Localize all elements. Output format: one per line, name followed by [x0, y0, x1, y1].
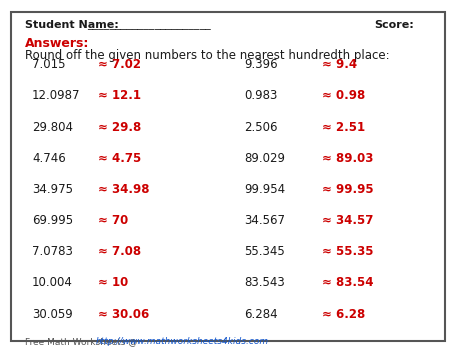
Text: ≈ 83.54: ≈ 83.54: [322, 277, 374, 289]
Text: Answers:: Answers:: [25, 37, 90, 50]
Text: Score:: Score:: [374, 20, 414, 29]
Text: ≈ 6.28: ≈ 6.28: [322, 308, 365, 321]
Text: ≈ 9.4: ≈ 9.4: [322, 58, 357, 71]
Text: 6.284: 6.284: [244, 308, 278, 321]
Text: ≈ 34.57: ≈ 34.57: [322, 214, 373, 227]
Text: ≈ 55.35: ≈ 55.35: [322, 245, 374, 258]
Text: ≈ 30.06: ≈ 30.06: [98, 308, 149, 321]
Text: 7.015: 7.015: [32, 58, 65, 71]
Text: ≈ 70: ≈ 70: [98, 214, 128, 227]
Text: ≈ 99.95: ≈ 99.95: [322, 183, 374, 196]
Text: ≈ 29.8: ≈ 29.8: [98, 120, 141, 133]
Text: http://www.mathworksheets4kids.com: http://www.mathworksheets4kids.com: [96, 337, 269, 346]
Text: ≈ 34.98: ≈ 34.98: [98, 183, 150, 196]
Text: 7.0783: 7.0783: [32, 245, 73, 258]
Text: 29.804: 29.804: [32, 120, 73, 133]
Text: 55.345: 55.345: [244, 245, 285, 258]
Text: Round off the given numbers to the nearest hundredth place:: Round off the given numbers to the neare…: [25, 49, 390, 62]
Text: 9.396: 9.396: [244, 58, 278, 71]
Text: ≈ 4.75: ≈ 4.75: [98, 152, 141, 165]
Text: Student Name:: Student Name:: [25, 20, 123, 29]
Text: 12.0987: 12.0987: [32, 89, 81, 102]
Text: ≈ 10: ≈ 10: [98, 277, 128, 289]
Text: 2.506: 2.506: [244, 120, 278, 133]
Text: 4.746: 4.746: [32, 152, 66, 165]
Text: 34.567: 34.567: [244, 214, 285, 227]
Text: 10.004: 10.004: [32, 277, 73, 289]
Text: ≈ 0.98: ≈ 0.98: [322, 89, 365, 102]
FancyBboxPatch shape: [11, 12, 445, 341]
Text: ≈ 2.51: ≈ 2.51: [322, 120, 365, 133]
Text: ≈ 7.08: ≈ 7.08: [98, 245, 141, 258]
Text: ≈ 12.1: ≈ 12.1: [98, 89, 141, 102]
Text: 89.029: 89.029: [244, 152, 285, 165]
Text: ______________________: ______________________: [87, 20, 210, 29]
Text: 83.543: 83.543: [244, 277, 285, 289]
Text: 30.059: 30.059: [32, 308, 73, 321]
Text: ≈ 7.02: ≈ 7.02: [98, 58, 141, 71]
Text: 34.975: 34.975: [32, 183, 73, 196]
Text: 0.983: 0.983: [244, 89, 278, 102]
Text: 69.995: 69.995: [32, 214, 73, 227]
Text: ≈ 89.03: ≈ 89.03: [322, 152, 373, 165]
Text: Free Math Worksheets @: Free Math Worksheets @: [25, 337, 140, 346]
Text: 99.954: 99.954: [244, 183, 285, 196]
